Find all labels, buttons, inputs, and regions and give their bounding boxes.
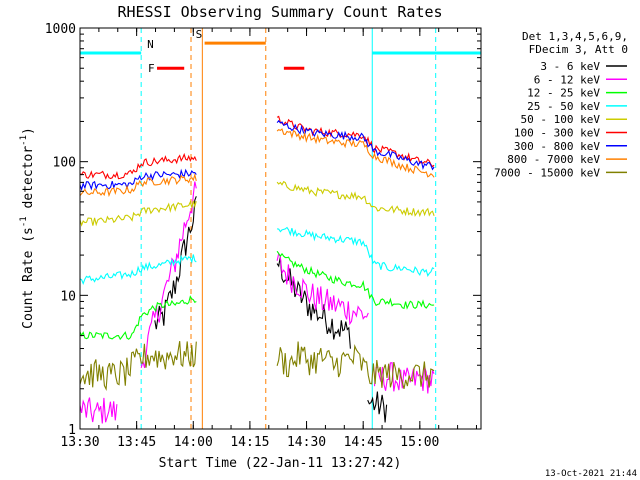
series-2-segment-1 — [276, 250, 435, 310]
series-3-segment-1 — [276, 226, 435, 278]
series-5-segment-1 — [276, 115, 435, 168]
legend-header-1: FDecim 3, Att 0 — [529, 43, 628, 56]
y-tick-label-1: 10 — [60, 289, 76, 304]
x-tick-label-4: 14:30 — [287, 435, 326, 450]
series-6-segment-0 — [79, 168, 197, 192]
plot-frame — [79, 27, 482, 430]
legend-label-0: 3 - 6 keV — [540, 60, 600, 73]
y-axis-label-mid: detector — [21, 146, 36, 217]
series-6-segment-1 — [276, 119, 435, 171]
series-1-segment-1 — [140, 181, 197, 369]
x-tick-label-3: 14:15 — [230, 435, 269, 450]
series-4-segment-0 — [79, 200, 197, 227]
x-tick-label-5: 14:45 — [344, 435, 383, 450]
x-axis-label: Start Time (22-Jan-11 13:27:42) — [159, 456, 402, 471]
x-tick-label-0: 13:30 — [60, 435, 99, 450]
legend-label-8: 7000 - 15000 keV — [494, 166, 600, 179]
series-7-segment-0 — [79, 172, 197, 198]
series-4-segment-1 — [276, 180, 435, 218]
legend-label-5: 100 - 300 keV — [514, 127, 600, 140]
legend-label-4: 50 - 100 keV — [521, 113, 601, 126]
legend-label-3: 25 - 50 keV — [527, 100, 600, 113]
x-tick-label-6: 15:00 — [400, 435, 439, 450]
series-0-segment-0 — [154, 196, 197, 330]
series-8-segment-0 — [79, 341, 197, 392]
y-axis-label-exp-2: -1 — [19, 135, 29, 146]
series-1-segment-0 — [79, 397, 118, 424]
y-axis-label-end: ) — [21, 127, 36, 135]
series-5-segment-0 — [79, 152, 197, 180]
x-tick-label-2: 14:00 — [174, 435, 213, 450]
state-label-s: S — [196, 28, 203, 41]
series-8-segment-1 — [276, 341, 435, 390]
y-axis-label: Count Rate (s-1 detector-1) — [19, 127, 36, 329]
legend-header-0: Det 1,3,4,5,6,9, — [522, 30, 628, 43]
legend-label-1: 6 - 12 keV — [534, 73, 601, 86]
series-1-segment-2 — [276, 252, 369, 326]
series-0-segment-2 — [367, 391, 388, 423]
y-tick-label-2: 100 — [53, 156, 76, 171]
series-1-segment-3 — [373, 362, 435, 394]
y-tick-label-0: 1 — [68, 423, 76, 438]
series-3-segment-0 — [79, 254, 197, 285]
y-axis-label-exp-1: -1 — [19, 216, 29, 227]
chart-title: RHESSI Observing Summary Count Rates — [117, 3, 442, 21]
state-label-n: N — [147, 38, 154, 51]
legend-label-7: 800 - 7000 keV — [507, 153, 600, 166]
x-tick-label-1: 13:45 — [117, 435, 156, 450]
legend: Det 1,3,4,5,6,9,FDecim 3, Att 0 3 - 6 keV… — [494, 30, 628, 179]
axis-ticks: 13:30 13:45 14:00 14:15 14:30 14:45 15:00 1 10 10… — [45, 22, 481, 450]
series-7-segment-1 — [276, 128, 435, 178]
legend-label-6: 300 - 800 keV — [514, 140, 600, 153]
series-2-segment-0 — [79, 295, 197, 341]
legend-label-2: 12 - 25 keV — [527, 87, 600, 100]
y-axis-label-main: Count Rate (s — [21, 227, 36, 329]
plot-content: NF S — [79, 28, 481, 429]
state-label-f: F — [148, 62, 155, 75]
footer-timestamp: 13-Oct-2021 21:44 — [545, 469, 637, 479]
y-tick-label-3: 1000 — [45, 22, 76, 37]
